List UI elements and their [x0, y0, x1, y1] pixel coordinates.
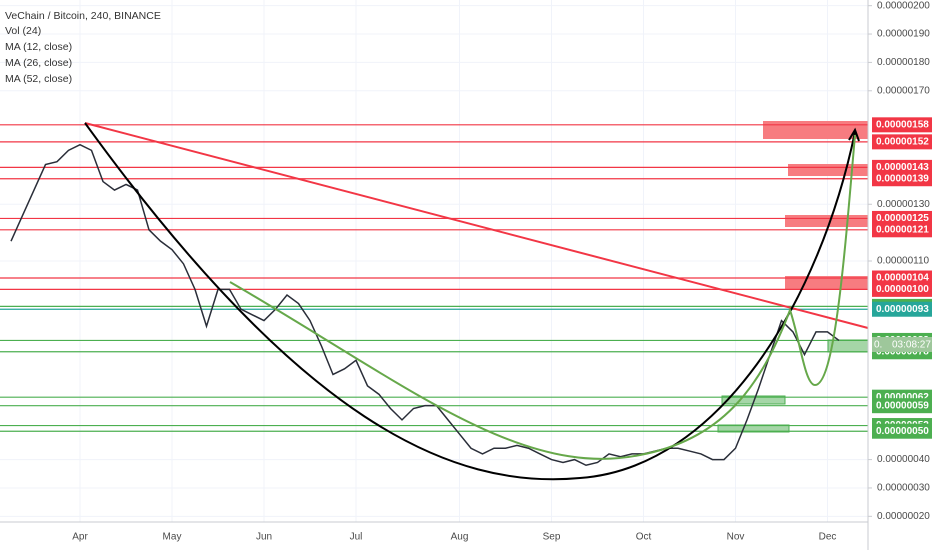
level-label: 0.00000050 — [876, 426, 929, 437]
level-label: 0.00000104 — [876, 273, 929, 284]
level-label-box — [872, 117, 932, 133]
countdown-prefix: 0. — [874, 340, 882, 351]
cup-curve-green — [229, 134, 856, 460]
level-label-box — [872, 398, 932, 414]
level-label-box — [872, 222, 932, 238]
level-label-box — [872, 159, 932, 175]
x-axis: Apr May Jun Jul Aug Sep Oct Nov Dec — [72, 532, 836, 543]
legend-entry: MA (12, close) — [5, 41, 72, 53]
level-label: 0.00000121 — [876, 224, 929, 235]
level-label-box — [872, 210, 932, 226]
zone — [827, 339, 869, 353]
x-tick-label: Oct — [636, 532, 652, 543]
level-label: 0.00000139 — [876, 173, 929, 184]
y-tick-label: 0.00000020 — [877, 511, 930, 522]
level-label: 0.00000152 — [876, 136, 929, 147]
y-tick-label: 0.00000040 — [877, 454, 930, 465]
price-line — [10, 143, 840, 467]
level-label: 0.00000125 — [876, 213, 929, 224]
level-label-box — [872, 423, 932, 439]
level-label: 0.00000143 — [876, 162, 929, 173]
x-tick-label: Nov — [727, 532, 745, 543]
y-tick-label: 0.00000180 — [877, 57, 930, 68]
x-tick-label: Jul — [350, 532, 363, 543]
level-label-box — [872, 171, 932, 187]
y-tick-label: 0.00000130 — [877, 199, 930, 210]
level-label-box — [872, 281, 932, 297]
cup-curve — [84, 122, 856, 481]
x-tick-label: May — [163, 532, 182, 543]
legend-entry: MA (26, close) — [5, 57, 72, 69]
zone — [763, 121, 868, 139]
level-label: 0.00000158 — [876, 119, 929, 130]
legend-entry: Vol (24) — [5, 25, 41, 37]
chart-title: VeChain / Bitcoin, 240, BINANCE — [5, 10, 161, 22]
price — [10, 143, 840, 467]
legend-entry: MA (52, close) — [5, 73, 72, 85]
y-tick-label: 0.00000170 — [877, 85, 930, 96]
y-tick-label: 0.00000030 — [877, 483, 930, 494]
level-label: 0.00000059 — [876, 400, 929, 411]
x-tick-label: Aug — [451, 532, 469, 543]
trend-line — [84, 122, 869, 329]
level-label-box — [872, 301, 932, 317]
x-tick-label: Jun — [256, 532, 272, 543]
countdown: 03:08:27 — [892, 340, 931, 351]
drawings — [84, 122, 869, 481]
level-label: 0.00000100 — [876, 284, 929, 295]
y-tick-label: 0.00000110 — [877, 256, 930, 267]
grid — [0, 0, 868, 522]
zone — [785, 215, 868, 227]
x-tick-label: Apr — [72, 532, 88, 543]
x-tick-label: Dec — [819, 532, 837, 543]
arrow — [848, 127, 860, 142]
x-tick-label: Sep — [543, 532, 561, 543]
level-label-box — [872, 270, 932, 286]
level-label-box — [872, 134, 932, 150]
level-label: 0.00000062 — [876, 392, 929, 403]
y-tick-label: 0.00000200 — [877, 0, 930, 11]
countdown-box — [872, 337, 932, 352]
level-label: 0.00000093 — [876, 304, 929, 315]
y-tick-label: 0.00000190 — [877, 29, 930, 40]
zone — [788, 164, 868, 176]
